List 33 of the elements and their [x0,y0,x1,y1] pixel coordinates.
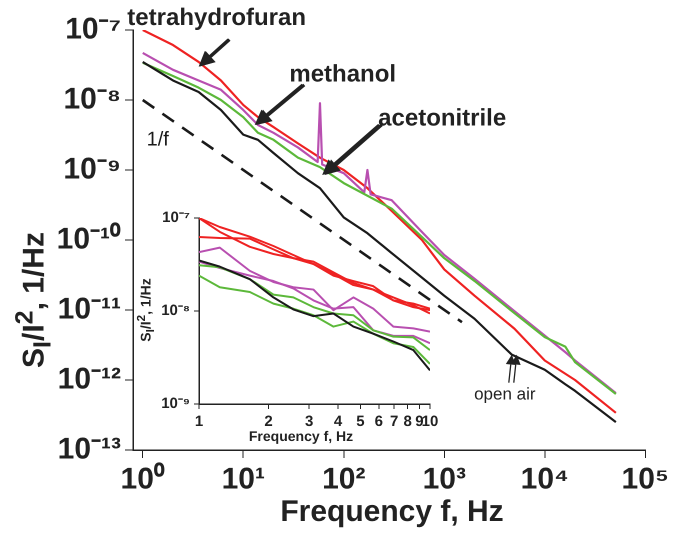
x-tick-label: 7 [390,413,398,430]
x-tick-label: 9 [415,413,424,430]
x-tick-label: 10 [422,413,438,430]
y-tick-label: 10⁻¹¹ [58,292,121,326]
x-tick-label: 10² [322,462,366,496]
series-label: 1/f [146,128,170,151]
annotation: tetrahydrofuran [127,4,306,32]
y-tick-label: 10⁻¹⁰ [56,221,121,256]
x-tick-label: 1 [194,413,204,430]
x-axis-title: Frequency f, Hz [248,428,354,444]
x-tick-label: 5 [356,413,365,430]
annotation: methanol [289,60,396,88]
y-tick-label: 10⁻⁷ [162,209,190,226]
x-tick-label: 6 [374,413,383,430]
x-tick-label: 8 [403,413,412,430]
x-tick-label: 2 [264,413,273,430]
x-tick-label: 10⁴ [520,462,569,496]
x-tick-label: 10⁵ [622,462,670,496]
annotation: open air [474,384,536,404]
y-tick-label: 10⁻⁸ [63,82,121,116]
y-tick-label: 10⁻¹³ [58,432,121,466]
x-tick-label: 10³ [422,462,466,496]
y-tick-label: 10⁻⁹ [63,152,121,186]
x-tick-label: 3 [305,413,314,430]
x-tick-label: 10¹ [222,462,265,496]
y-tick-label: 10⁻¹² [58,362,121,396]
y-tick-label: 10⁻⁷ [65,12,121,46]
x-tick-label: 4 [334,413,343,430]
annotation: acetonitrile [378,104,506,132]
x-tick-label: 10⁰ [120,461,165,496]
x-axis-title: Frequency f, Hz [280,495,504,529]
y-tick-label: 10⁻⁹ [161,395,190,412]
y-tick-label: 10⁻⁸ [161,302,190,320]
